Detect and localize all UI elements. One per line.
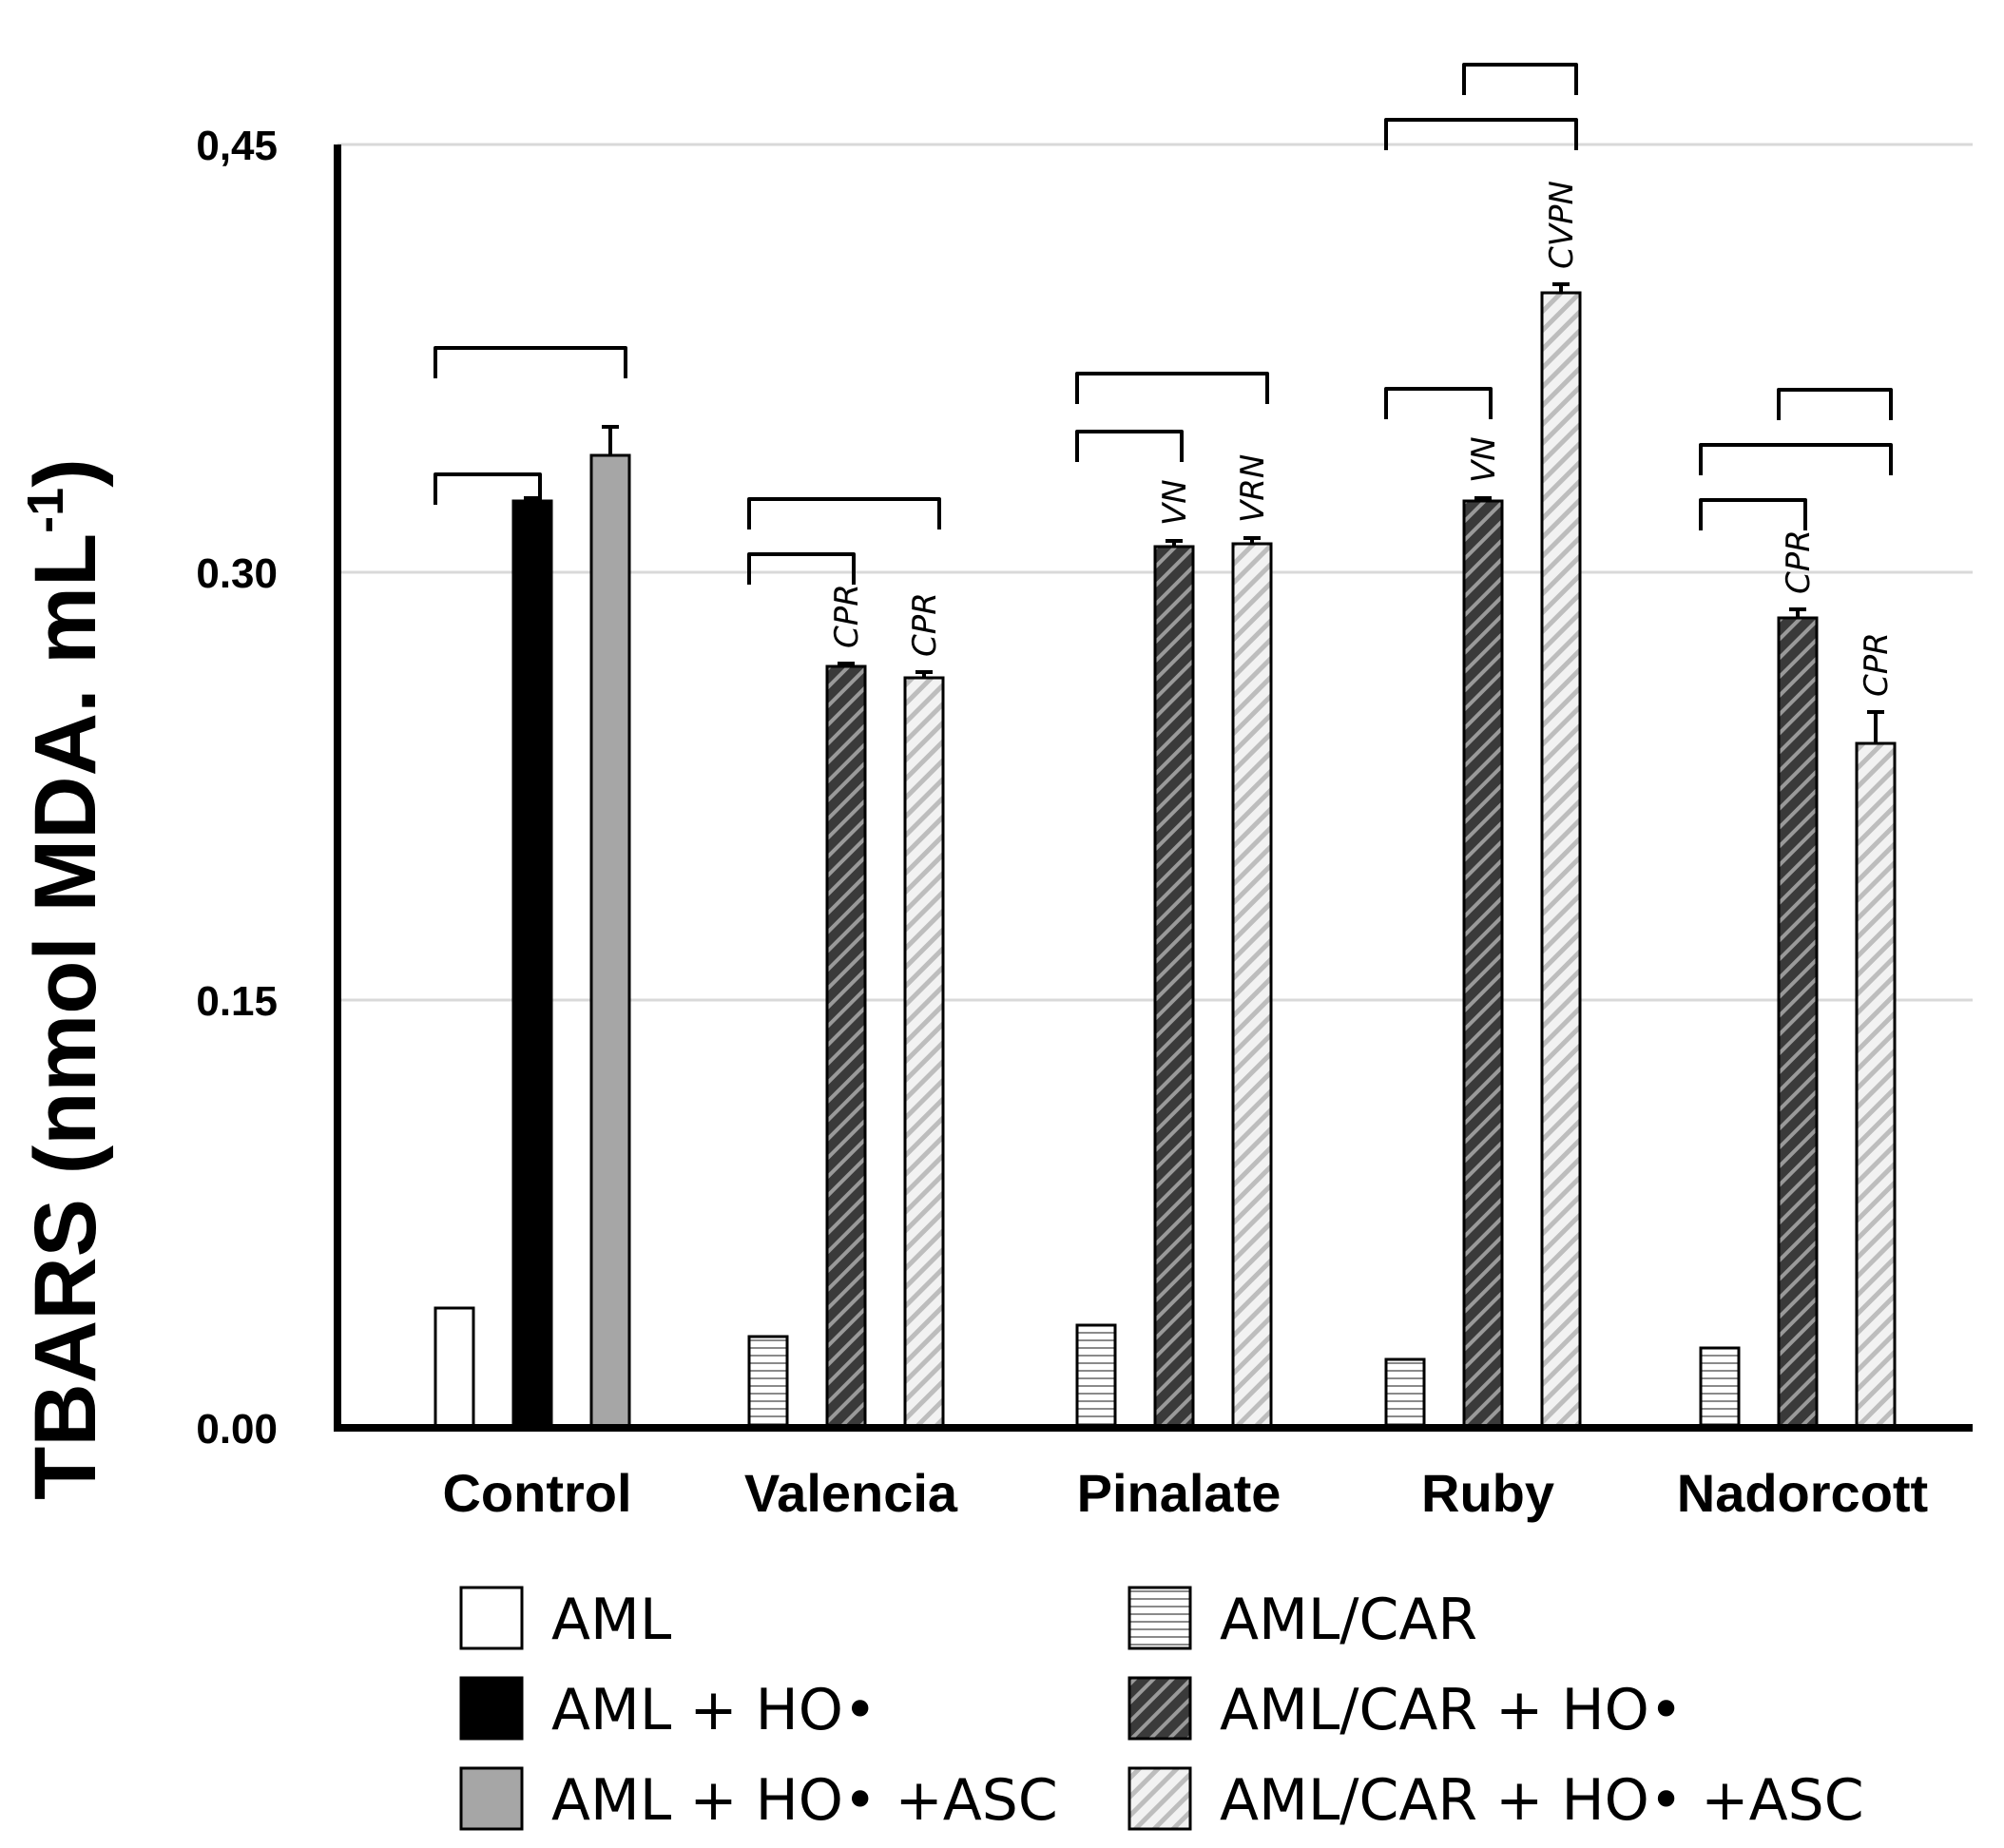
significance-bracket bbox=[747, 552, 856, 585]
bars bbox=[434, 291, 1897, 1430]
significance-bracket bbox=[1384, 387, 1493, 419]
significance-bracket bbox=[1462, 63, 1578, 95]
legend-swatch bbox=[459, 1766, 524, 1831]
legend-label: AML bbox=[551, 1587, 672, 1653]
significance-bracket bbox=[1384, 118, 1578, 150]
bar bbox=[1231, 542, 1273, 1430]
legend: AML AML + HO• AML + HO• +ASC AML/CAR AML/CAR… bbox=[459, 1586, 1864, 1834]
category-label: Ruby bbox=[1421, 1463, 1554, 1523]
legend-label: AML/CAR + HO• bbox=[1220, 1677, 1683, 1743]
category-label: Nadorcott bbox=[1677, 1463, 1928, 1523]
significance-bracket bbox=[1075, 372, 1269, 404]
y-tick-label: 0.15 bbox=[196, 978, 278, 1025]
significance-label: CPR bbox=[906, 592, 944, 657]
significance-bracket bbox=[747, 497, 941, 529]
y-tick-label: 0.30 bbox=[196, 550, 278, 597]
significance-bracket bbox=[1699, 498, 1807, 530]
significance-bracket bbox=[434, 346, 627, 378]
significance-label: VN bbox=[1465, 436, 1503, 483]
significance-label: CPR bbox=[1780, 529, 1818, 594]
bar bbox=[434, 1306, 475, 1430]
legend-swatch bbox=[459, 1586, 524, 1650]
significance-brackets bbox=[434, 63, 1893, 585]
legend-swatch bbox=[1127, 1586, 1192, 1650]
bar bbox=[1540, 291, 1582, 1430]
significance-label: CVPN bbox=[1543, 181, 1581, 269]
significance-label: VN bbox=[1156, 479, 1194, 526]
legend-label: AML/CAR + HO• +ASC bbox=[1220, 1767, 1864, 1834]
legend-label: AML + HO• bbox=[551, 1677, 877, 1743]
bar bbox=[903, 676, 945, 1430]
significance-label: CPR bbox=[828, 584, 866, 648]
bar bbox=[1699, 1346, 1741, 1430]
bar bbox=[825, 664, 867, 1430]
significance-bracket bbox=[434, 472, 542, 505]
bar bbox=[1384, 1357, 1426, 1430]
significance-label: VRN bbox=[1234, 454, 1272, 523]
category-label: Pinalate bbox=[1077, 1463, 1281, 1523]
significance-bracket bbox=[1075, 430, 1184, 462]
y-tick-label: 0,45 bbox=[196, 123, 278, 169]
y-tick-label: 0.00 bbox=[196, 1406, 278, 1453]
error-bars bbox=[524, 282, 1884, 743]
bar bbox=[589, 453, 631, 1430]
bar bbox=[1075, 1323, 1117, 1430]
legend-label: AML/CAR bbox=[1220, 1587, 1477, 1653]
significance-bracket bbox=[1699, 443, 1893, 475]
legend-swatch bbox=[1127, 1766, 1192, 1831]
bar bbox=[1855, 741, 1897, 1430]
y-axis-label: TBARS (nmol MDA. mL-1) bbox=[17, 458, 114, 1500]
category-label: Control bbox=[442, 1463, 631, 1523]
bar bbox=[1777, 616, 1819, 1430]
significance-bracket bbox=[1777, 388, 1893, 420]
category-labels: Control Valencia Pinalate Ruby Nadorcott bbox=[442, 1463, 1928, 1523]
category-label: Valencia bbox=[744, 1463, 958, 1523]
bar bbox=[1153, 545, 1195, 1430]
legend-swatch bbox=[1127, 1676, 1192, 1741]
legend-label: AML + HO• +ASC bbox=[551, 1767, 1058, 1834]
legend-swatch bbox=[459, 1676, 524, 1741]
bar bbox=[511, 499, 553, 1430]
significance-label: CPR bbox=[1858, 632, 1896, 697]
bar bbox=[1462, 499, 1504, 1430]
bar bbox=[747, 1335, 789, 1430]
y-axis-ticks: 0.00 0.15 0.30 0,45 bbox=[196, 123, 278, 1453]
significance-labels: CPR CPR VN VRN VN CVPN CPR CPR bbox=[828, 181, 1896, 697]
